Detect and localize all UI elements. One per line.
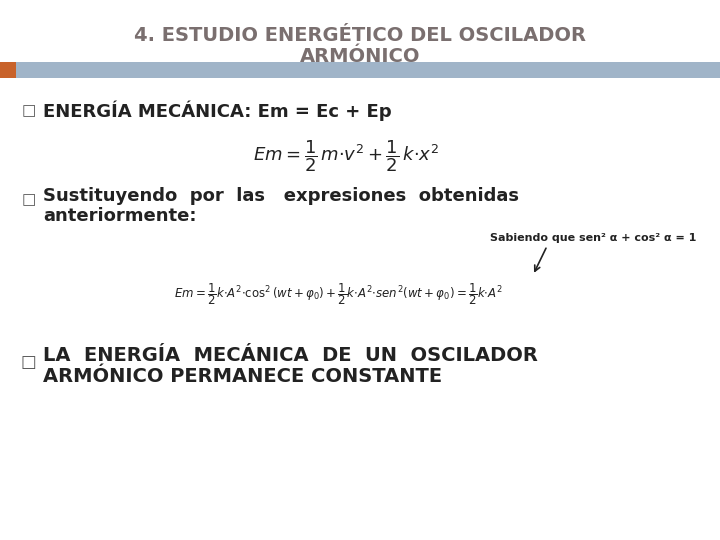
Text: ARMÓNICO PERMANECE CONSTANTE: ARMÓNICO PERMANECE CONSTANTE [43, 367, 442, 387]
Text: $Em = \dfrac{1}{2}k{\cdot}A^2{\cdot}\cos^2(wt+\varphi_0)+\dfrac{1}{2}k{\cdot}A^2: $Em = \dfrac{1}{2}k{\cdot}A^2{\cdot}\cos… [174, 281, 503, 307]
Text: Sabiendo que sen² α + cos² α = 1: Sabiendo que sen² α + cos² α = 1 [490, 233, 696, 242]
Text: □: □ [21, 353, 37, 371]
Text: anteriormente:: anteriormente: [43, 207, 197, 225]
Text: $Em = \dfrac{1}{2}\,m{\cdot}v^2 + \dfrac{1}{2}\,k{\cdot}x^2$: $Em = \dfrac{1}{2}\,m{\cdot}v^2 + \dfrac… [253, 139, 438, 174]
Text: 4. ESTUDIO ENERGÉTICO DEL OSCILADOR: 4. ESTUDIO ENERGÉTICO DEL OSCILADOR [134, 25, 586, 45]
Text: □: □ [22, 103, 36, 118]
Bar [0, 62, 16, 78]
Text: ENERGÍA MECÁNICA: Em = Ec + Ep: ENERGÍA MECÁNICA: Em = Ec + Ep [43, 100, 392, 121]
Text: □: □ [22, 192, 36, 207]
Text: ARMÓNICO: ARMÓNICO [300, 47, 420, 66]
Text: Sustituyendo  por  las   expresiones  obtenidas: Sustituyendo por las expresiones obtenid… [43, 187, 519, 205]
Text: LA  ENERGÍA  MECÁNICA  DE  UN  OSCILADOR: LA ENERGÍA MECÁNICA DE UN OSCILADOR [43, 346, 538, 365]
Bar [16, 62, 720, 78]
